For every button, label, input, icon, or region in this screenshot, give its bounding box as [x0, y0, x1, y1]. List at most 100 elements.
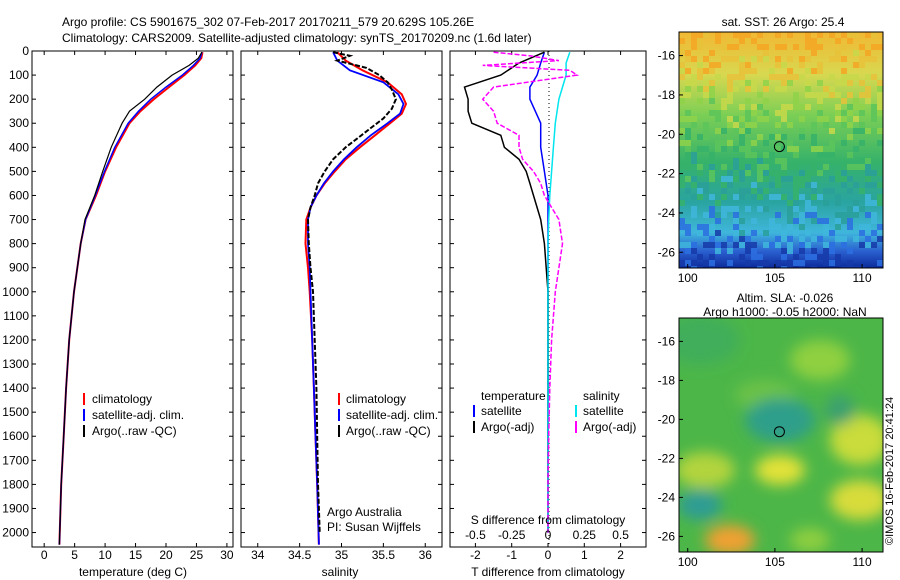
map-y-tick-label: -22	[658, 167, 676, 181]
depth-tick-label: 1600	[2, 429, 29, 443]
x-tick-label: 34	[251, 548, 265, 562]
map-y-tick-label: -24	[658, 490, 676, 504]
difference-profiles	[463, 51, 580, 533]
x-tick-label: 36	[419, 548, 433, 562]
sst-map-title: sat. SST: 26 Argo: 25.4	[722, 15, 845, 29]
depth-tick-label: 400	[9, 140, 29, 154]
legend-satellite-label: satellite-adj. clim.	[346, 408, 438, 422]
x-tick-label: 30	[220, 548, 234, 562]
depth-tick-label: 100	[9, 68, 29, 82]
temperature-x-label: temperature (deg C)	[79, 565, 187, 579]
legend-argo-label: Argo(..raw -QC)	[346, 424, 431, 438]
map-y-tick-label: -22	[658, 451, 676, 465]
temperature-plot-frame	[31, 50, 234, 548]
x-tick-label: 25	[190, 548, 204, 562]
sst-heatmap	[679, 32, 883, 268]
map-y-tick-label: -26	[658, 529, 676, 543]
map-y-tick-label: -16	[658, 334, 676, 348]
x-tick-label: 35.5	[372, 548, 396, 562]
sla-map-axes: 100 105 110 -16 -18 -20 -22 -24 -26	[658, 334, 872, 569]
x-tick-label: 15	[129, 548, 143, 562]
x-tick-label: -2	[470, 548, 481, 562]
depth-tick-label: 1800	[2, 477, 29, 491]
title-line-2: Climatology: CARS2009. Satellite-adjuste…	[62, 31, 532, 45]
temperature-x-ticks: 0 5 10 15 20 25 30	[41, 51, 234, 562]
sst-map-axes: 100 105 110 -16 -18 -20 -22 -24 -26	[658, 49, 872, 285]
difference-x-ticks: -2 -1 0 1 2	[470, 51, 624, 562]
depth-tick-label: 1200	[2, 333, 29, 347]
salinity-plot-frame	[240, 50, 443, 548]
sla-map-title-2: Argo h1000: -0.05 h2000: NaN	[703, 305, 866, 319]
top-tick-label: 0.5	[612, 528, 629, 542]
depth-tick-label: 300	[9, 116, 29, 130]
series-line	[58, 51, 203, 545]
salinity-x-ticks: 34 34.5 35 35.5 36	[251, 51, 432, 562]
x-tick-label: 34.5	[288, 548, 312, 562]
difference-legend: temperature salinity satellite Argo(-adj…	[473, 389, 636, 434]
x-tick-label: 2	[617, 548, 624, 562]
salinity-profiles	[304, 51, 408, 545]
depth-tick-label: 1100	[3, 309, 29, 323]
series-line	[306, 51, 397, 533]
depth-tick-label: 1400	[2, 381, 29, 395]
legend-temp-argo-label: Argo(-adj)	[481, 420, 534, 434]
legend-sal-argo-label: Argo(-adj)	[583, 420, 636, 434]
depth-tick-label: 600	[9, 188, 29, 202]
argo-location-marker	[773, 426, 785, 438]
x-tick-label: 5	[71, 548, 78, 562]
map-y-tick-label: -20	[658, 127, 676, 141]
depth-tick-label: 800	[9, 237, 29, 251]
series-line	[307, 51, 405, 545]
legend-climatology-label: climatology	[346, 392, 406, 406]
depth-tick-label: 2000	[2, 526, 29, 540]
legend-satellite-label: satellite-adj. clim.	[92, 408, 184, 422]
map-x-tick-label: 105	[765, 271, 785, 285]
temperature-profiles	[58, 51, 204, 545]
legend-argo-label: Argo(..raw -QC)	[92, 424, 177, 438]
sla-heatmap	[679, 318, 883, 552]
depth-tick-label: 1000	[2, 285, 29, 299]
depth-tick-label: 500	[9, 164, 29, 178]
series-line	[547, 51, 571, 533]
depth-tick-label: 1300	[2, 357, 29, 371]
map-y-tick-label: -16	[658, 49, 676, 63]
depth-tick-label: 1900	[2, 501, 29, 515]
argo-location-marker	[773, 141, 785, 153]
title-line-1: Argo profile: CS 5901675_302 07-Feb-2017…	[62, 15, 474, 29]
legend-climatology-label: climatology	[92, 392, 152, 406]
difference-x-label-temperature: T difference from climatology	[471, 565, 625, 579]
salinity-x-label: salinity	[322, 565, 359, 579]
depth-axis-labels: 0 100 200 300 400 500 600 700 800 900 1000 1100 1200…	[2, 44, 646, 540]
legend-temp-satellite-label: satellite	[481, 404, 522, 418]
depth-tick-label: 1700	[2, 453, 29, 467]
map-y-tick-label: -24	[658, 206, 676, 220]
sst-map-frame	[678, 31, 884, 269]
sla-map-title-1: Altim. SLA: -0.026	[737, 291, 834, 305]
top-tick-label: -0.5	[465, 528, 486, 542]
difference-x-label-salinity: S difference from climatology	[471, 513, 626, 527]
x-tick-label: 10	[98, 548, 112, 562]
map-y-tick-label: -18	[658, 373, 676, 387]
legend-temperature-title: temperature	[481, 389, 546, 403]
series-line	[58, 52, 204, 545]
map-x-tick-label: 100	[678, 555, 698, 569]
map-x-tick-label: 100	[678, 271, 698, 285]
x-tick-label: 0	[41, 548, 48, 562]
x-tick-label: 1	[581, 548, 588, 562]
depth-tick-label: 1500	[2, 405, 29, 419]
series-line	[529, 51, 549, 533]
top-tick-label: -0.25	[498, 528, 526, 542]
series-line	[463, 51, 549, 533]
imos-credit: ©IMOS 16-Feb-2017 20:41:24	[884, 397, 896, 545]
map-x-tick-label: 110	[853, 555, 872, 569]
map-x-tick-label: 105	[765, 555, 785, 569]
depth-tick-label: 900	[9, 261, 29, 275]
sla-map-frame	[678, 317, 884, 553]
map-x-tick-label: 110	[853, 271, 872, 285]
legend-sal-satellite-label: satellite	[583, 404, 624, 418]
annotation-argo-australia: Argo Australia	[327, 505, 402, 519]
series-line	[481, 51, 580, 533]
x-tick-label: 0	[545, 548, 552, 562]
map-y-tick-label: -26	[658, 245, 676, 259]
